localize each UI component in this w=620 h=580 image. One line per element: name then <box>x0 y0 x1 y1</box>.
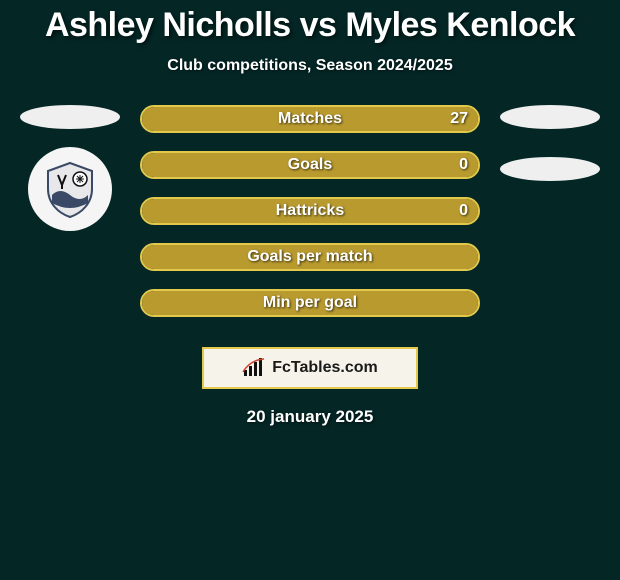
stat-bar-value: 27 <box>450 110 468 128</box>
bar-chart-icon <box>242 358 266 378</box>
stat-bar: Goals per match <box>140 243 480 271</box>
club-crest <box>28 147 112 231</box>
date-label: 20 january 2025 <box>0 407 620 427</box>
stat-bar: Goals0 <box>140 151 480 179</box>
player-team-oval <box>500 157 600 181</box>
comparison-chart: Matches27Goals0Hattricks0Goals per match… <box>0 105 620 335</box>
stat-bars: Matches27Goals0Hattricks0Goals per match… <box>140 105 480 335</box>
page-title: Ashley Nicholls vs Myles Kenlock <box>0 0 620 45</box>
stat-bar-value: 0 <box>459 156 468 174</box>
right-player-col <box>490 105 610 193</box>
player-name-oval <box>500 105 600 129</box>
stat-bar: Hattricks0 <box>140 197 480 225</box>
subtitle: Club competitions, Season 2024/2025 <box>0 57 620 75</box>
player-name-oval <box>20 105 120 129</box>
stat-bar-value: 0 <box>459 202 468 220</box>
stat-bar-label: Goals <box>142 156 478 174</box>
stat-bar-label: Min per goal <box>142 294 478 312</box>
stat-bar: Min per goal <box>140 289 480 317</box>
stat-bar-label: Goals per match <box>142 248 478 266</box>
stat-bar-label: Hattricks <box>142 202 478 220</box>
brand-text: FcTables.com <box>272 359 378 377</box>
brand-badge: FcTables.com <box>202 347 418 389</box>
left-player-col <box>10 105 130 231</box>
shield-icon <box>40 159 100 219</box>
stat-bar-label: Matches <box>142 110 478 128</box>
stat-bar: Matches27 <box>140 105 480 133</box>
